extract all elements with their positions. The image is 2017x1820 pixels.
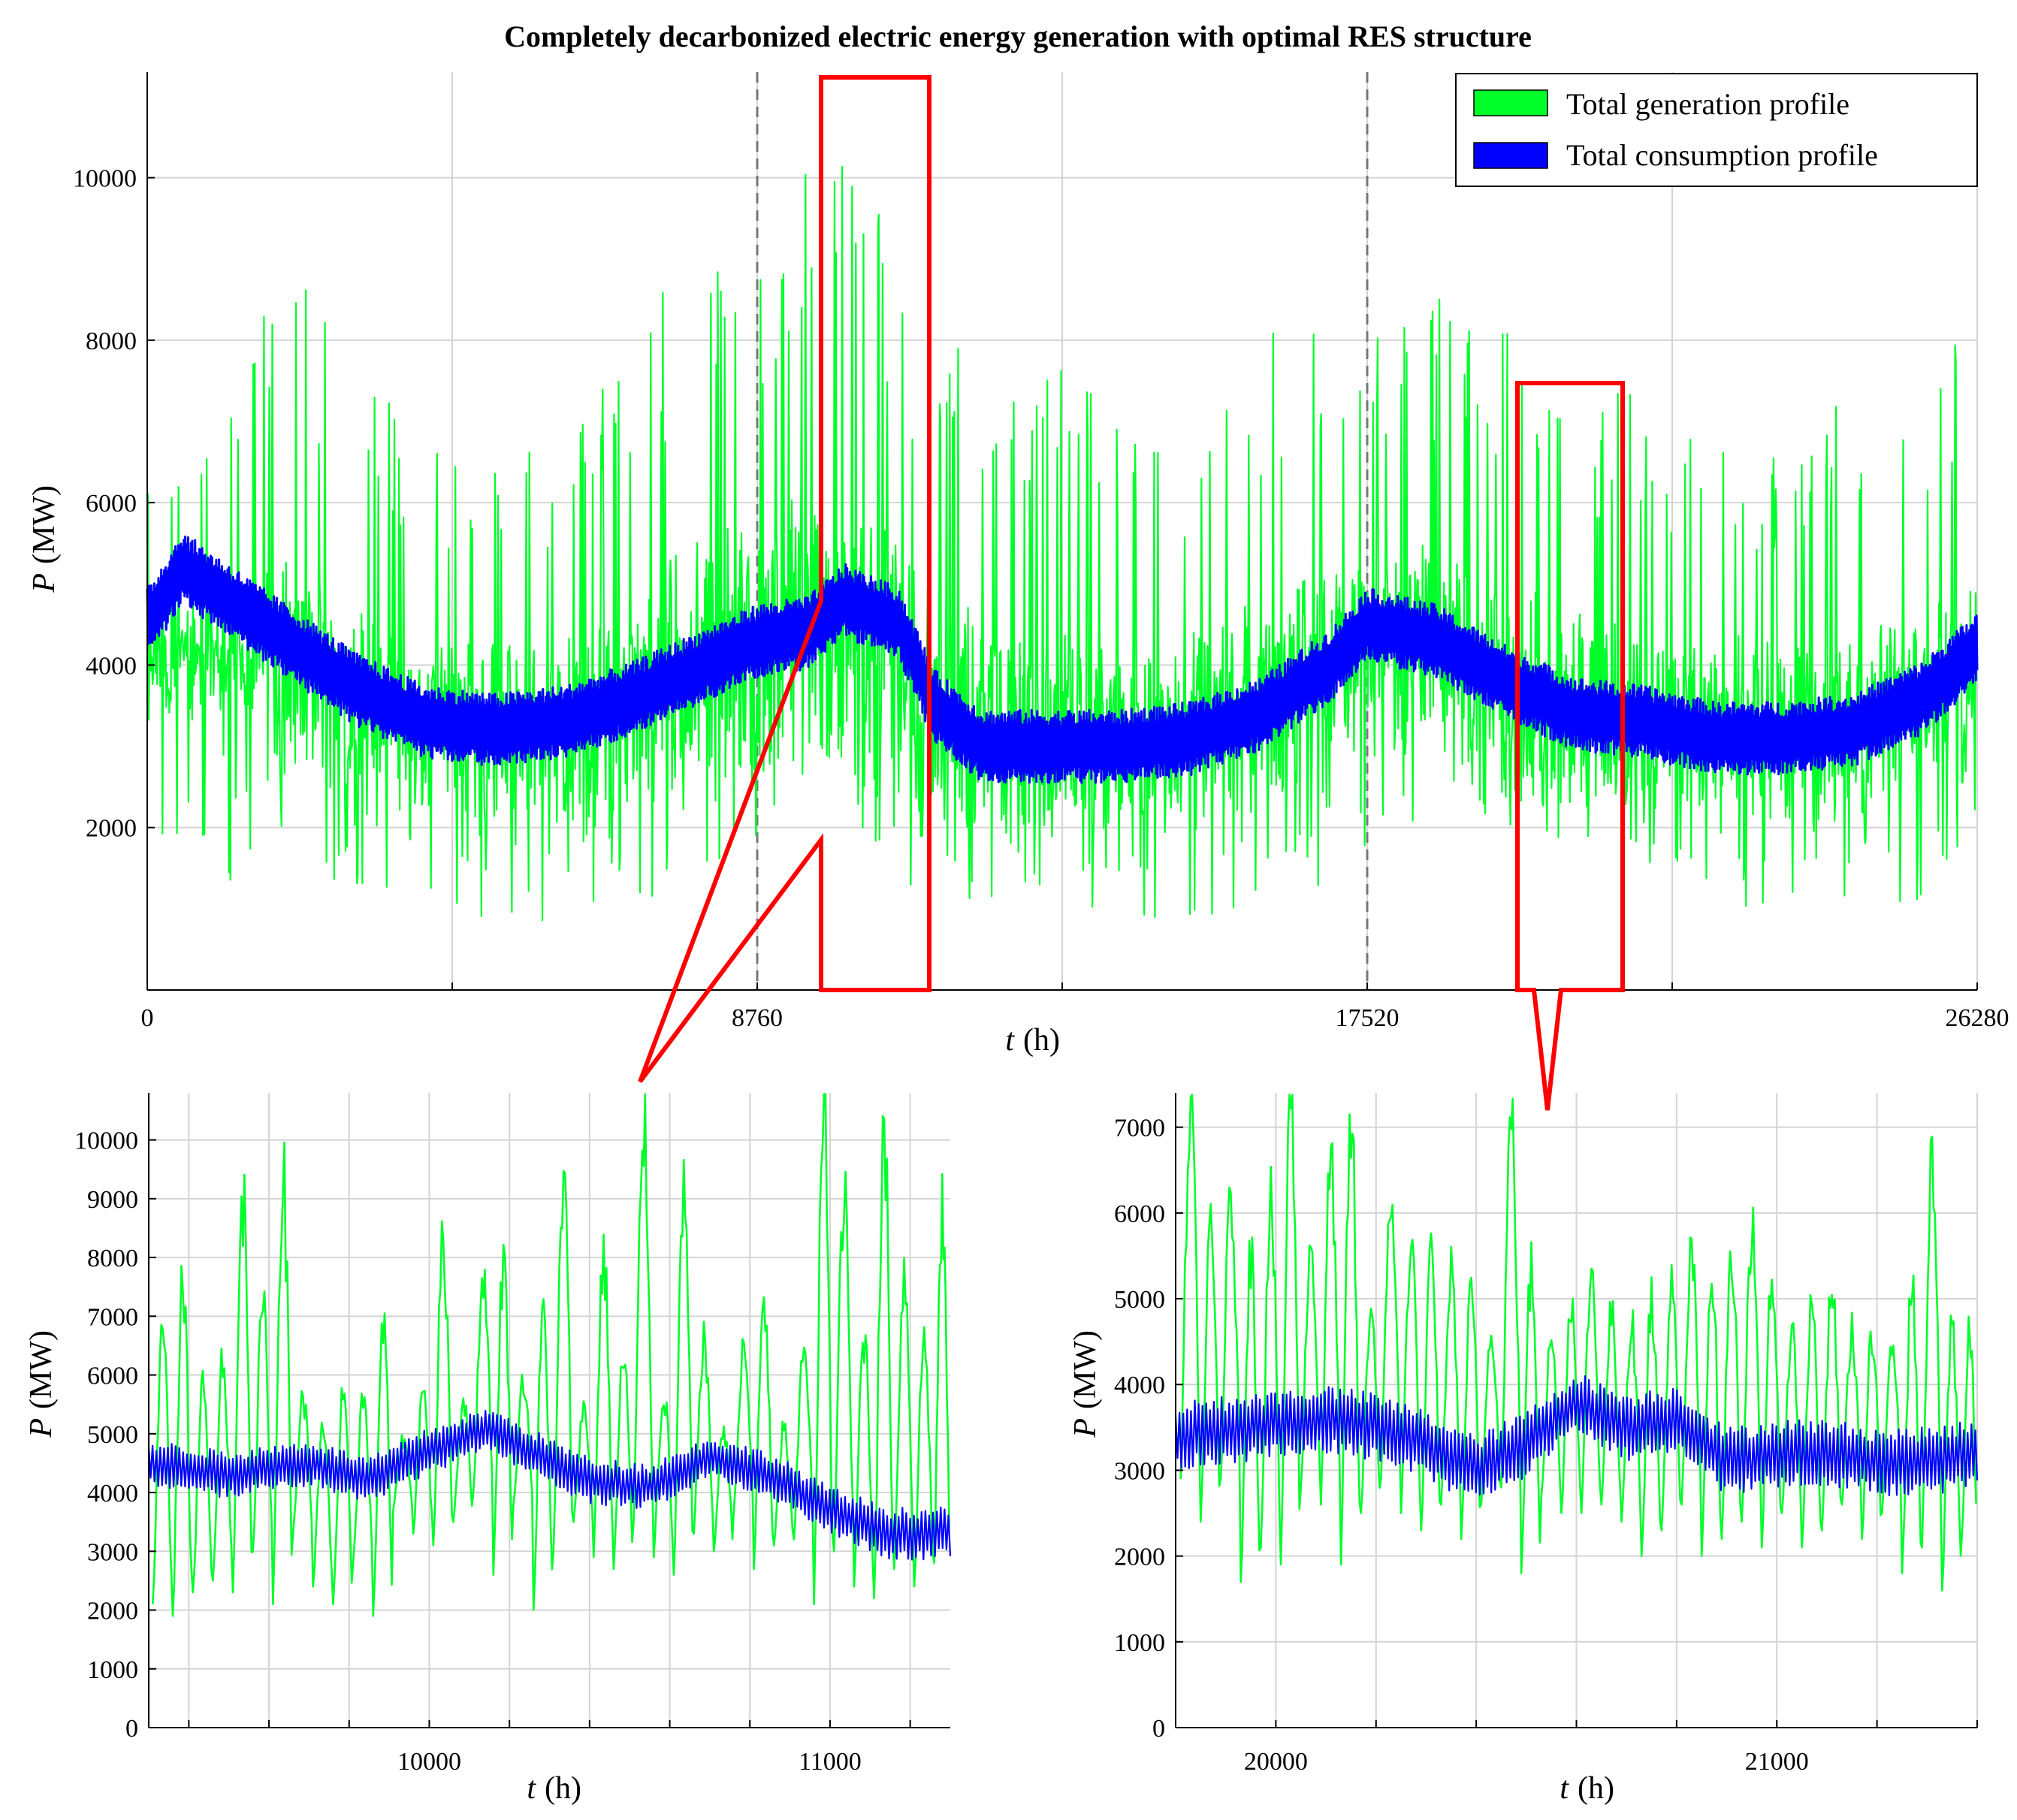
y-tick-label: 4000 — [86, 652, 137, 680]
generation-line — [152, 1093, 950, 1617]
y-tick-label: 3000 — [1114, 1457, 1165, 1485]
x-tick-label: 11000 — [799, 1748, 862, 1776]
x-tick-label: 21000 — [1745, 1748, 1809, 1776]
zoom2-generation-series — [1179, 1094, 1977, 1592]
zoom1-consumption-series — [147, 1410, 952, 1561]
x-tick-label: 26280 — [1946, 1004, 2009, 1032]
zoom1-tick-labels: 0 1000 2000 3000 4000 5000 6000 7000 8000 9000 100… — [74, 1127, 862, 1776]
legend-swatch-consumption — [1473, 142, 1548, 169]
zoom1-generation-series — [152, 1093, 950, 1617]
main-ylabel-var: P — [27, 573, 62, 593]
y-tick-label: 10000 — [74, 1127, 138, 1155]
zoom-callout-1 — [638, 75, 932, 1083]
main-xlabel-unit: (h) — [1023, 1023, 1060, 1058]
main-tick-labels: 2000 4000 6000 8000 10000 0 8760 17520 26280 — [73, 165, 2009, 1032]
zoom2-consumption-series — [1174, 1375, 1979, 1496]
y-tick-label: 0 — [125, 1715, 138, 1743]
y-tick-label: 3000 — [87, 1538, 138, 1566]
y-tick-label: 10000 — [73, 165, 137, 193]
zoom1-xlabel-unit: (h) — [545, 1771, 581, 1806]
zoom1-axes — [148, 1093, 950, 1728]
y-tick-label: 6000 — [1114, 1200, 1165, 1228]
y-tick-label: 5000 — [87, 1421, 138, 1449]
y-tick-label: 2000 — [86, 815, 137, 843]
zoom1-ylabel-var: P — [24, 1418, 59, 1438]
y-tick-label: 8000 — [86, 327, 137, 355]
x-tick-label: 8760 — [732, 1004, 783, 1032]
y-tick-label: 4000 — [87, 1480, 138, 1508]
consumption-line — [1174, 1375, 1979, 1496]
consumption-line — [146, 536, 1979, 784]
main-consumption-series — [146, 536, 1979, 784]
zoom2-xlabel-unit: (h) — [1578, 1771, 1614, 1806]
legend-label-consumption: Total consumption profile — [1566, 138, 1878, 172]
zoom-callout-2 — [1515, 381, 1625, 1111]
generation-line — [1179, 1094, 1977, 1592]
main-plot: 2000 4000 6000 8000 10000 0 8760 17520 26280 t (… — [27, 72, 2009, 1058]
y-tick-label: 0 — [1152, 1715, 1165, 1743]
x-tick-label: 20000 — [1244, 1748, 1308, 1776]
zoom-plot-1: 0 1000 2000 3000 4000 5000 6000 7000 8000 9000 100… — [24, 1093, 952, 1806]
zoom2-xlabel-var: t — [1560, 1771, 1569, 1806]
zoom2-grid — [1176, 1093, 1978, 1728]
y-tick-label: 7000 — [87, 1303, 138, 1331]
y-tick-label: 1000 — [1114, 1629, 1165, 1657]
y-tick-label: 5000 — [1114, 1286, 1165, 1314]
y-tick-label: 6000 — [87, 1363, 138, 1390]
chart-title: Completely decarbonized electric energy … — [504, 20, 1532, 53]
main-xlabel-var: t — [1005, 1023, 1015, 1058]
zoom1-ylabel-unit: (MW) — [24, 1330, 59, 1409]
x-tick-label: 0 — [141, 1004, 154, 1032]
legend-label-generation: Total generation profile — [1566, 87, 1849, 121]
y-tick-label: 4000 — [1114, 1372, 1165, 1399]
main-ylabel-unit: (MW) — [27, 485, 62, 564]
zoom1-grid — [149, 1093, 950, 1728]
zoom2-ylabel-var: P — [1068, 1418, 1103, 1438]
zoom2-tick-labels: 0 1000 2000 3000 4000 5000 6000 7000 20000 21000 — [1114, 1115, 1809, 1776]
zoom2-axes — [1175, 1093, 1978, 1728]
legend-swatch-generation — [1473, 89, 1548, 116]
y-tick-label: 1000 — [87, 1656, 138, 1684]
y-tick-label: 2000 — [87, 1598, 138, 1625]
y-tick-label: 9000 — [87, 1186, 138, 1214]
y-tick-label: 8000 — [87, 1245, 138, 1272]
x-tick-label: 17520 — [1336, 1004, 1400, 1032]
zoom-callouts — [638, 75, 1625, 1111]
zoom2-ylabel-unit: (MW) — [1068, 1330, 1103, 1409]
y-tick-label: 6000 — [86, 490, 137, 518]
consumption-line — [147, 1410, 952, 1561]
zoom1-xlabel-var: t — [527, 1771, 536, 1806]
legend: Total generation profile Total consumpti… — [1455, 73, 1978, 187]
main-axes — [146, 72, 1978, 991]
y-tick-label: 2000 — [1114, 1544, 1165, 1571]
y-tick-label: 7000 — [1114, 1115, 1165, 1142]
x-tick-label: 10000 — [397, 1748, 461, 1776]
